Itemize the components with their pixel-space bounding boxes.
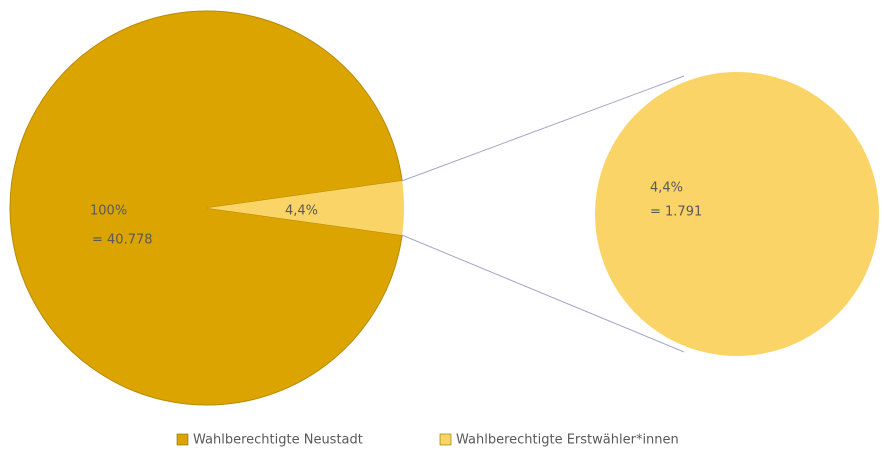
legend-label: Wahlberechtigte Neustadt: [193, 433, 363, 448]
connector-line: [401, 75, 685, 182]
legend-swatch: [176, 433, 189, 446]
data-label: = 40.778: [92, 233, 153, 248]
pie-slice: [207, 180, 405, 236]
data-label: 4,4%: [285, 204, 318, 219]
data-label: = 1.791: [650, 205, 702, 220]
secondary-pie: [595, 72, 879, 356]
legend-label: Wahlberechtigte Erstwähler*innen: [456, 433, 679, 448]
data-label: 4,4%: [650, 181, 683, 196]
pie-slice: [9, 10, 403, 406]
legend-swatch: [439, 433, 452, 446]
data-label: 100%: [90, 204, 127, 219]
connector-line: [401, 234, 685, 353]
